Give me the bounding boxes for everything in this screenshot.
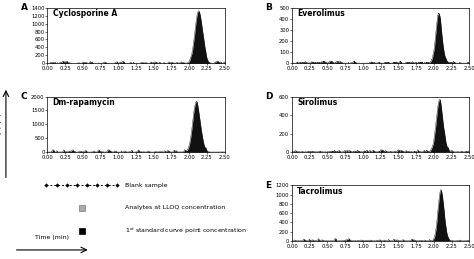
- Text: $1^{st}$ standard curve point concentration: $1^{st}$ standard curve point concentrat…: [125, 226, 247, 236]
- Text: Dm-rapamycin: Dm-rapamycin: [53, 98, 116, 107]
- Text: Intensity (cps): Intensity (cps): [0, 113, 2, 159]
- Text: B: B: [265, 3, 272, 12]
- Text: Everolimus: Everolimus: [297, 9, 345, 18]
- Text: Blank sample: Blank sample: [125, 183, 167, 188]
- Text: C: C: [21, 92, 27, 101]
- Text: Sirolimus: Sirolimus: [297, 98, 337, 107]
- Text: E: E: [265, 181, 272, 190]
- Text: Analytes at LLOQ concentration: Analytes at LLOQ concentration: [125, 205, 225, 211]
- Text: Cyclosporine A: Cyclosporine A: [53, 9, 117, 18]
- Text: A: A: [21, 3, 28, 12]
- Text: D: D: [265, 92, 273, 101]
- Text: Time (min): Time (min): [35, 235, 69, 240]
- Text: Tacrolimus: Tacrolimus: [297, 187, 344, 196]
